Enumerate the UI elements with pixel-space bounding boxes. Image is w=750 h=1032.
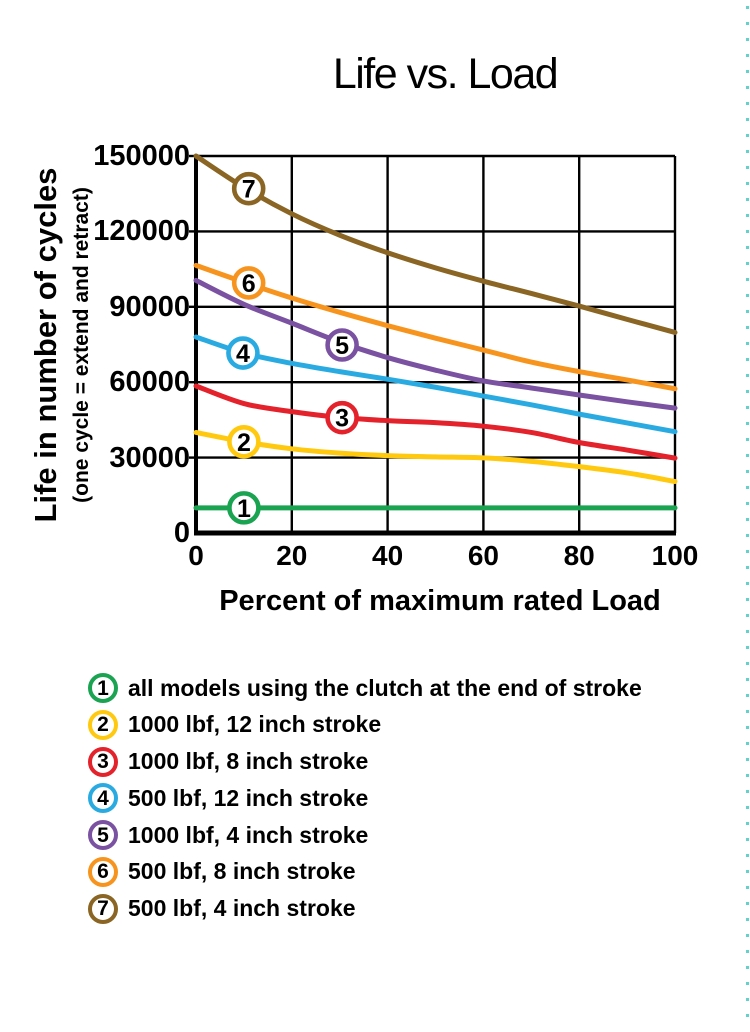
curve-marker-number-1: 1 bbox=[237, 495, 251, 523]
legend-marker-5: 5 bbox=[88, 820, 118, 851]
page-edge-dashes bbox=[746, 6, 749, 1026]
curve-marker-number-4: 4 bbox=[236, 340, 250, 368]
x-axis-label: Percent of maximum rated Load bbox=[219, 585, 661, 617]
legend-marker-number: 5 bbox=[97, 823, 109, 847]
x-tick-label: 80 bbox=[563, 540, 595, 571]
legend-marker-number: 7 bbox=[97, 897, 109, 921]
legend-label: 500 lbf, 8 inch stroke bbox=[128, 858, 356, 885]
curve-marker-7 bbox=[231, 171, 266, 206]
legend-marker-2: 2 bbox=[88, 709, 118, 740]
legend-item: 4 500 lbf, 12 inch stroke bbox=[88, 783, 642, 814]
legend-item: 1 all models using the clutch at the end … bbox=[88, 673, 642, 703]
legend-item: 7 500 lbf, 4 inch stroke bbox=[88, 893, 642, 924]
plot-svg: 1 2 3 4 5 6 7 bbox=[189, 153, 678, 536]
legend-marker-number: 4 bbox=[97, 786, 109, 810]
curve-5 bbox=[193, 277, 678, 411]
x-tick-label: 40 bbox=[372, 540, 404, 571]
legend-marker-6: 6 bbox=[88, 856, 118, 887]
curve-marker-number-6: 6 bbox=[242, 270, 256, 298]
legend-label: 500 lbf, 12 inch stroke bbox=[128, 784, 369, 811]
legend-item: 5 1000 lbf, 4 inch stroke bbox=[88, 820, 642, 851]
legend-marker-number: 1 bbox=[97, 676, 109, 700]
legend-label: 1000 lbf, 12 inch stroke bbox=[128, 711, 382, 738]
legend-item: 3 1000 lbf, 8 inch stroke bbox=[88, 746, 642, 777]
legend-item: 6 500 lbf, 8 inch stroke bbox=[88, 856, 642, 887]
legend-marker-3: 3 bbox=[88, 746, 118, 777]
legend-label: all models using the clutch at the end o… bbox=[128, 674, 642, 701]
y-tick-label: 90000 bbox=[109, 290, 190, 323]
curve-marker-1 bbox=[227, 491, 261, 525]
curve-marker-number-7: 7 bbox=[242, 176, 256, 204]
y-tick-label: 150000 bbox=[93, 140, 190, 172]
y-tick-label: 30000 bbox=[109, 441, 190, 474]
curve-marker-4 bbox=[226, 336, 260, 370]
legend-label: 1000 lbf, 8 inch stroke bbox=[128, 748, 369, 775]
legend: 1 all models using the clutch at the end … bbox=[88, 673, 642, 924]
x-tick-label: 60 bbox=[467, 540, 499, 571]
legend-marker-4: 4 bbox=[88, 783, 118, 814]
legend-item: 2 1000 lbf, 12 inch stroke bbox=[88, 709, 642, 740]
legend-label: 500 lbf, 4 inch stroke bbox=[128, 895, 356, 922]
curve-marker-3 bbox=[325, 400, 359, 435]
legend-marker-number: 6 bbox=[97, 860, 109, 884]
curve-marker-number-2: 2 bbox=[237, 429, 251, 457]
curve-marker-6 bbox=[231, 266, 266, 300]
legend-marker-1: 1 bbox=[88, 673, 118, 703]
curve-marker-number-3: 3 bbox=[335, 405, 349, 433]
legend-marker-7: 7 bbox=[88, 893, 118, 924]
curve-4 bbox=[193, 334, 678, 435]
y-tick-label: 120000 bbox=[93, 215, 190, 248]
legend-label: 1000 lbf, 4 inch stroke bbox=[128, 821, 369, 848]
x-tick-label: 0 bbox=[188, 540, 204, 571]
legend-marker-number: 2 bbox=[97, 713, 109, 737]
chart-title: Life vs. Load bbox=[332, 50, 559, 98]
curve-marker-2 bbox=[227, 424, 261, 459]
curve-3 bbox=[193, 383, 678, 461]
curve-7 bbox=[193, 153, 678, 335]
legend-marker-number: 3 bbox=[97, 750, 109, 774]
x-tick-label: 20 bbox=[276, 540, 308, 571]
curve-6 bbox=[193, 262, 678, 392]
y-tick-label: 0 bbox=[173, 517, 190, 549]
y-tick-label: 60000 bbox=[109, 366, 190, 399]
curve-marker-5 bbox=[325, 328, 359, 362]
curve-2 bbox=[193, 429, 678, 484]
curve-marker-number-5: 5 bbox=[335, 332, 349, 360]
x-tick-label: 100 bbox=[651, 540, 699, 571]
